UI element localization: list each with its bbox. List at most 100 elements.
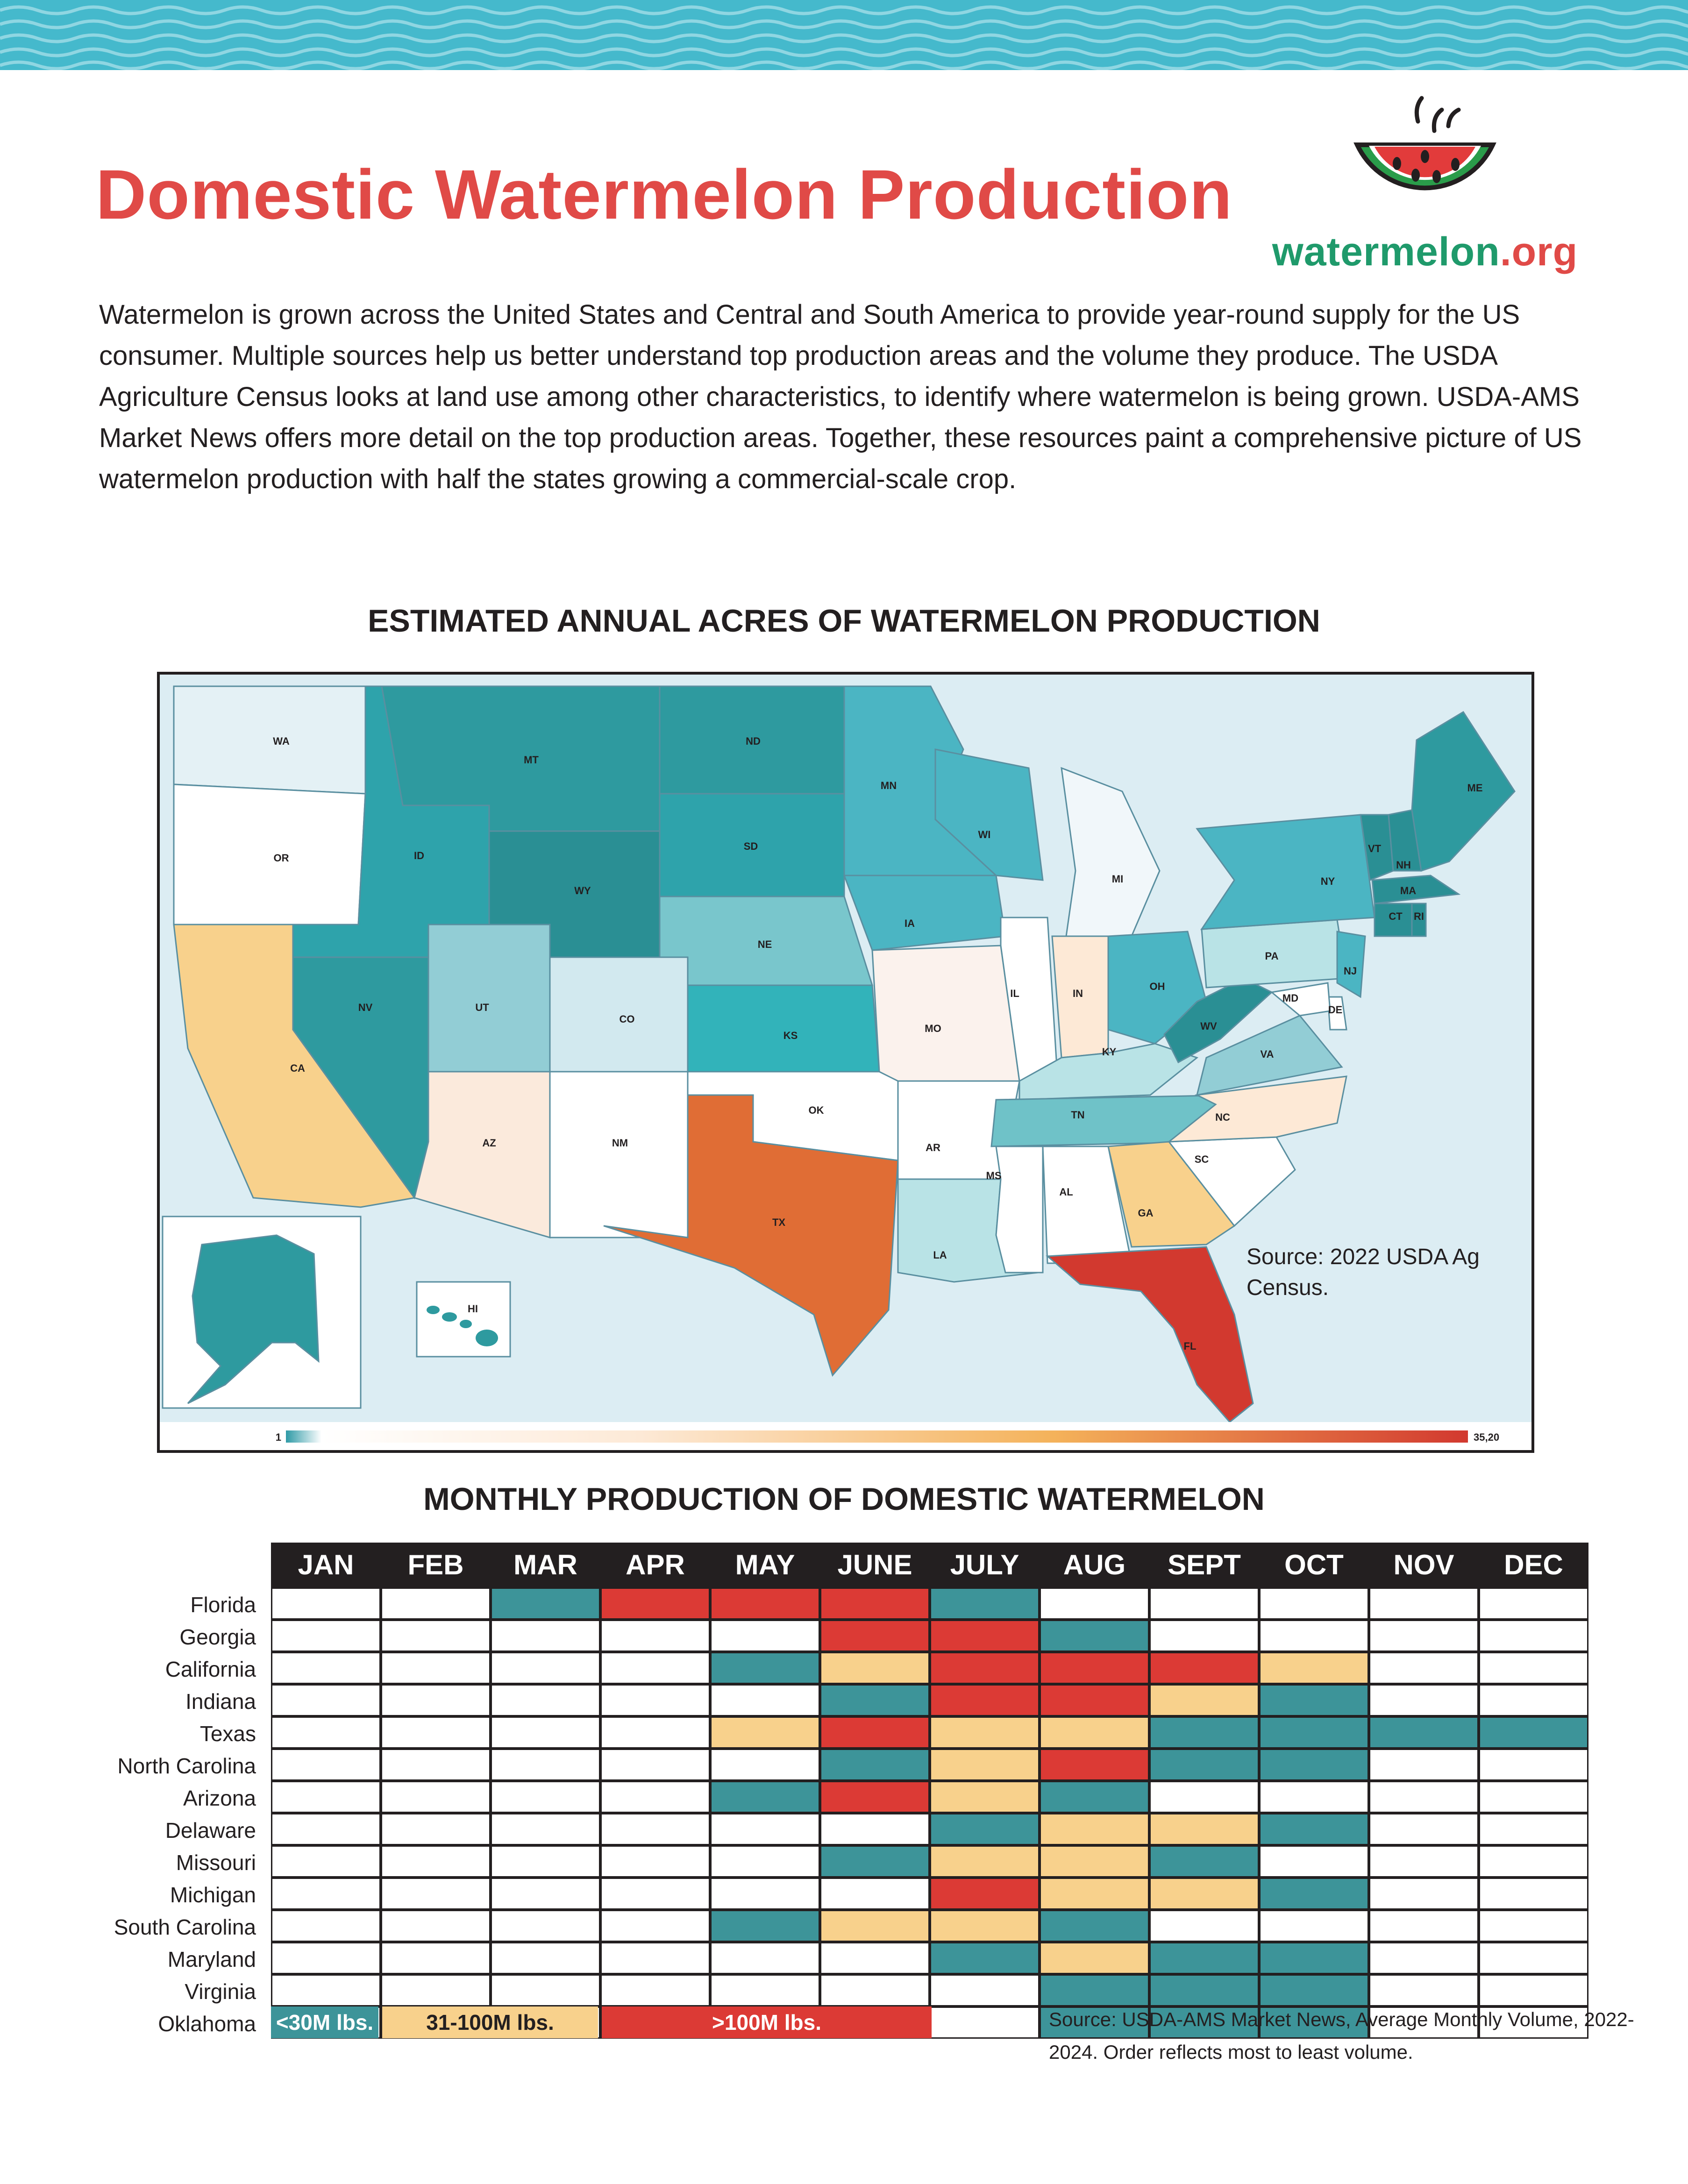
- state-az[interactable]: [413, 1071, 551, 1239]
- production-cell: [1149, 1652, 1259, 1684]
- month-nov: NOV: [1393, 1549, 1454, 1580]
- production-cell: [710, 1716, 820, 1749]
- row-label: Michigan: [170, 1883, 256, 1907]
- state-wa[interactable]: [173, 685, 366, 795]
- production-cell: [820, 1684, 930, 1716]
- row-label: Virginia: [185, 1979, 256, 2004]
- row-label: Missouri: [176, 1850, 256, 1875]
- production-cell: [1369, 1716, 1479, 1749]
- production-cell: [1259, 1749, 1369, 1781]
- state-or[interactable]: [173, 783, 366, 925]
- production-cell: [1369, 1749, 1479, 1781]
- state-label-nc: NC: [1215, 1111, 1230, 1123]
- state-va[interactable]: [1196, 1015, 1343, 1096]
- production-cell: [1040, 1942, 1149, 1974]
- chart-title: MONTHLY PRODUCTION OF DOMESTIC WATERMELO…: [423, 1481, 1265, 1517]
- row-label: Oklahoma: [158, 2012, 256, 2036]
- state-label-de: DE: [1328, 1004, 1343, 1016]
- production-cell: [271, 1845, 381, 1878]
- logo-text-ext: .org: [1500, 229, 1578, 274]
- month-july: JULY: [950, 1549, 1019, 1580]
- state-label-md: MD: [1282, 992, 1298, 1004]
- production-cell: [930, 1684, 1040, 1716]
- production-cell: [1040, 1749, 1149, 1781]
- production-cell: [1479, 1974, 1588, 2006]
- production-cell: [1369, 1813, 1479, 1845]
- production-cell: [381, 1781, 491, 1813]
- row-label: North Carolina: [117, 1754, 256, 1778]
- month-header-row: JAN FEB MAR APR MAY JUNE JULY AUG SEPT OCT NOV DEC: [271, 1543, 1588, 1587]
- production-cell: [1259, 1684, 1369, 1716]
- state-label-ms: MS: [986, 1170, 1002, 1181]
- state-md[interactable]: [1270, 982, 1331, 1017]
- state-me[interactable]: [1411, 711, 1516, 872]
- state-ia[interactable]: [843, 875, 1006, 951]
- state-ga[interactable]: [1107, 1141, 1236, 1248]
- state-mo[interactable]: [871, 945, 1020, 1082]
- production-cell: [820, 1942, 930, 1974]
- production-cell: [930, 1813, 1040, 1845]
- production-cell: [491, 1942, 600, 1974]
- production-cell: [1479, 1813, 1588, 1845]
- state-label-id: ID: [414, 850, 424, 861]
- state-ak[interactable]: [187, 1234, 320, 1404]
- scale-max-label: 35,20: [1474, 1431, 1499, 1443]
- production-cell: [600, 1652, 710, 1684]
- watermelon-org-logo[interactable]: watermelon.org: [1257, 93, 1593, 290]
- state-ks[interactable]: [687, 984, 880, 1073]
- map-svg: WA OR CA MT ID NV WY UT AZ CO NM ND SD NE KS OK TX MN IA MO…: [160, 675, 1531, 1450]
- production-cell: [600, 1974, 710, 2006]
- production-cell: [930, 1845, 1040, 1878]
- state-hi[interactable]: [427, 1306, 498, 1346]
- production-cell: [1040, 2006, 1149, 2039]
- state-nm[interactable]: [549, 1071, 689, 1238]
- state-wi[interactable]: [934, 748, 1044, 881]
- production-cell: [710, 1684, 820, 1716]
- production-cell: [491, 1781, 600, 1813]
- production-cell: [1259, 1813, 1369, 1845]
- production-cell: [381, 1749, 491, 1781]
- production-cell: [1259, 1652, 1369, 1684]
- state-nc[interactable]: [1167, 1075, 1347, 1143]
- production-cell: [1259, 1974, 1369, 2006]
- production-cell: [381, 1587, 491, 1620]
- state-label-in: IN: [1073, 988, 1083, 999]
- state-ut[interactable]: [427, 924, 551, 1073]
- state-nj[interactable]: [1336, 931, 1366, 998]
- production-cell: [1479, 1716, 1588, 1749]
- production-cell: [1040, 1845, 1149, 1878]
- production-cell: [820, 1587, 930, 1620]
- state-fl[interactable]: [1046, 1246, 1254, 1423]
- row-label: Texas: [199, 1722, 256, 1746]
- production-cell: [1259, 1910, 1369, 1942]
- production-cell: [1149, 1813, 1259, 1845]
- production-cell: [820, 1878, 930, 1910]
- production-cell: [271, 1878, 381, 1910]
- production-cell: [1040, 1974, 1149, 2006]
- state-de[interactable]: [1327, 996, 1347, 1031]
- month-dec: DEC: [1504, 1549, 1563, 1580]
- production-cell: [1369, 1684, 1479, 1716]
- state-ri[interactable]: [1411, 903, 1427, 937]
- state-label-nv: NV: [358, 1002, 373, 1013]
- production-cell: [491, 1974, 600, 2006]
- production-cell: [1479, 1878, 1588, 1910]
- production-cell: [1369, 1942, 1479, 1974]
- state-ms[interactable]: [995, 1145, 1044, 1273]
- state-label-wv: WV: [1200, 1020, 1217, 1032]
- state-tx[interactable]: [603, 1094, 899, 1377]
- production-cell: [710, 1749, 820, 1781]
- production-cell: [930, 1878, 1040, 1910]
- production-cell: [1479, 1910, 1588, 1942]
- state-label-ok: OK: [809, 1104, 824, 1116]
- production-cell: [271, 1910, 381, 1942]
- state-label-ut: UT: [475, 1002, 489, 1013]
- production-cell: [930, 1587, 1040, 1620]
- state-ma[interactable]: [1371, 875, 1461, 904]
- month-sept: SEPT: [1168, 1549, 1241, 1580]
- production-cell: [1369, 1845, 1479, 1878]
- production-cell: [381, 1813, 491, 1845]
- state-co[interactable]: [549, 956, 689, 1073]
- production-cell: [271, 1942, 381, 1974]
- production-cell: [1149, 1684, 1259, 1716]
